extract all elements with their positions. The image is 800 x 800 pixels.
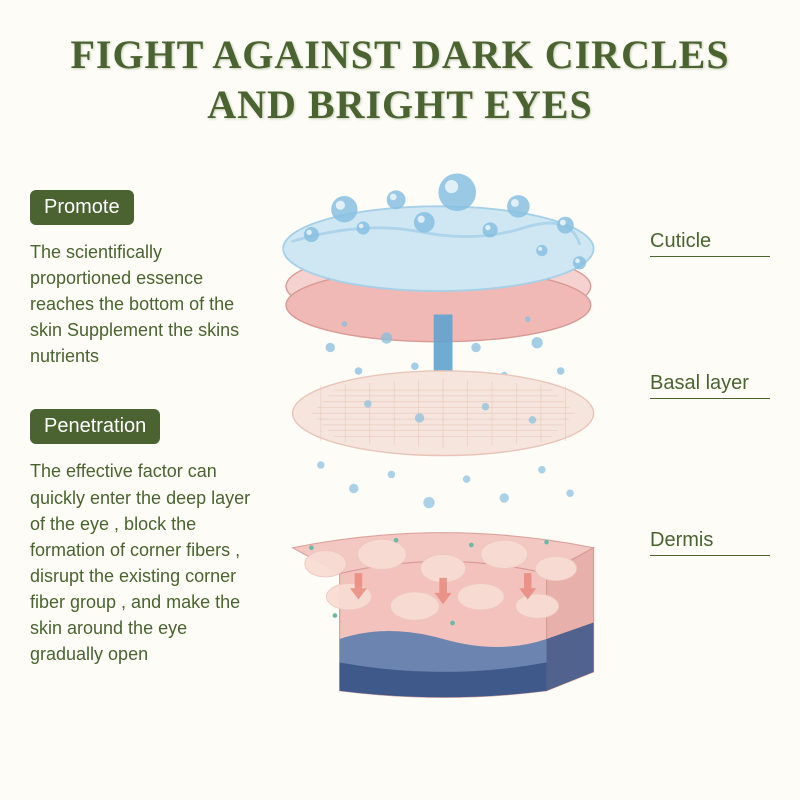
layer-labels: Cuticle Basal layer Dermis bbox=[650, 160, 780, 770]
penetration-desc: The effective factor can quickly enter t… bbox=[30, 458, 255, 667]
label-dermis: Dermis bbox=[650, 529, 770, 556]
page-title: FIGHT AGAINST DARK CIRCLES AND BRIGHT EY… bbox=[0, 0, 800, 150]
penetration-badge: Penetration bbox=[30, 409, 160, 444]
skin-layers-diagram bbox=[255, 160, 650, 770]
left-column: Promote The scientifically proportioned … bbox=[30, 160, 255, 770]
label-basal: Basal layer bbox=[650, 372, 770, 399]
promote-desc: The scientifically proportioned essence … bbox=[30, 239, 255, 369]
label-cuticle: Cuticle bbox=[650, 230, 770, 257]
content-row: Promote The scientifically proportioned … bbox=[0, 150, 800, 770]
promote-badge: Promote bbox=[30, 190, 134, 225]
